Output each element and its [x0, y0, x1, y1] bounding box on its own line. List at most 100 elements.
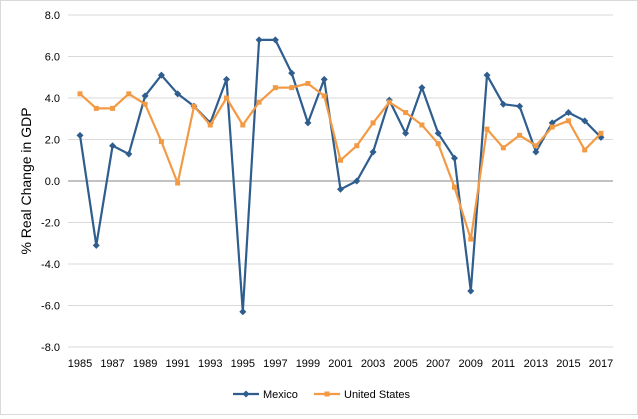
data-point: [304, 119, 312, 127]
y-tick-label: 2.0: [45, 135, 60, 147]
data-point: [175, 180, 181, 186]
grid-lines: [68, 14, 613, 348]
data-point: [93, 105, 99, 111]
y-tick-label: 0.0: [45, 176, 60, 188]
data-point: [157, 71, 165, 79]
data-point: [419, 122, 425, 128]
x-tick-label: 2005: [393, 358, 417, 370]
data-point: [271, 36, 279, 44]
x-tick-label: 2011: [491, 358, 515, 370]
data-point: [239, 308, 247, 316]
series-united-states: [77, 80, 604, 242]
x-tick-label: 1999: [296, 358, 320, 370]
data-point: [110, 105, 116, 111]
x-axis-ticks: 1985 1987 1989 1991 1993 1995 1997 1999 2001 2003…: [68, 358, 613, 370]
y-tick-label: -4.0: [41, 259, 60, 271]
x-tick-label: 2017: [589, 358, 613, 370]
data-point: [223, 75, 231, 83]
legend-label: Mexico: [263, 389, 298, 401]
data-point: [582, 147, 588, 153]
x-tick-label: 1991: [165, 358, 189, 370]
y-tick-label: -8.0: [41, 342, 60, 354]
data-point: [402, 129, 410, 137]
data-point: [354, 143, 360, 149]
data-point: [451, 184, 457, 190]
data-point: [305, 80, 311, 86]
data-point: [191, 103, 197, 109]
data-point: [125, 150, 133, 158]
data-point: [598, 130, 604, 136]
data-point: [353, 177, 361, 185]
data-point: [224, 95, 230, 101]
data-point: [403, 110, 409, 116]
data-point: [337, 185, 344, 193]
data-point: [434, 129, 442, 137]
data-point: [484, 126, 490, 132]
data-point: [581, 117, 589, 125]
data-point: [77, 91, 83, 97]
data-point: [126, 91, 132, 97]
legend-label: United States: [344, 389, 411, 401]
data-point: [158, 139, 164, 145]
data-point: [483, 71, 491, 79]
data-point: [320, 75, 328, 83]
y-axis-ticks: 8.0 6.0 4.0 2.0 0.0 -2.0 -4.0 -6.0 -8.0: [41, 10, 60, 354]
legend-marker: [242, 390, 250, 398]
data-point: [369, 148, 377, 156]
data-point: [92, 241, 100, 249]
data-point: [321, 93, 327, 99]
y-axis-label: % Real Change in GDP: [18, 107, 34, 254]
data-point: [564, 109, 572, 117]
x-tick-label: 1997: [263, 358, 287, 370]
legend-item: United States: [314, 389, 411, 401]
y-tick-label: -2.0: [41, 218, 60, 230]
data-point: [370, 120, 376, 126]
data-point: [499, 100, 507, 108]
series-mexico: [76, 36, 605, 316]
data-point: [532, 148, 540, 156]
x-tick-label: 1985: [68, 358, 92, 370]
data-point: [141, 92, 149, 100]
data-point: [288, 69, 296, 77]
x-tick-label: 2015: [556, 358, 580, 370]
series-line: [78, 38, 602, 313]
legend-marker: [324, 391, 330, 397]
data-point: [174, 90, 182, 98]
data-point: [289, 85, 295, 91]
series-group: [76, 36, 605, 316]
x-tick-label: 2009: [459, 358, 483, 370]
x-tick-label: 1989: [133, 358, 157, 370]
data-point: [418, 84, 426, 92]
data-point: [565, 118, 571, 124]
data-point: [500, 145, 506, 151]
y-tick-label: -6.0: [41, 301, 60, 313]
data-point: [255, 36, 263, 44]
x-tick-label: 2013: [524, 358, 548, 370]
data-point: [517, 132, 523, 138]
data-point: [467, 287, 475, 295]
data-point: [142, 101, 148, 107]
y-tick-label: 6.0: [45, 52, 60, 64]
data-point: [386, 99, 392, 105]
data-point: [109, 142, 117, 150]
legend: Mexico United States: [233, 389, 411, 401]
x-tick-label: 1995: [231, 358, 255, 370]
data-point: [435, 141, 441, 147]
y-tick-label: 8.0: [45, 10, 60, 22]
data-point: [533, 143, 539, 149]
data-point: [338, 157, 343, 163]
data-point: [272, 85, 278, 91]
data-point: [516, 102, 524, 110]
data-point: [76, 131, 84, 139]
data-point: [256, 99, 262, 105]
data-point: [468, 236, 474, 242]
x-tick-label: 2003: [361, 358, 385, 370]
x-tick-label: 1993: [198, 358, 222, 370]
x-tick-label: 2007: [426, 358, 450, 370]
data-point: [549, 124, 555, 130]
x-tick-label: 1987: [100, 358, 124, 370]
data-point: [207, 122, 213, 128]
x-tick-label: 2001: [328, 358, 352, 370]
